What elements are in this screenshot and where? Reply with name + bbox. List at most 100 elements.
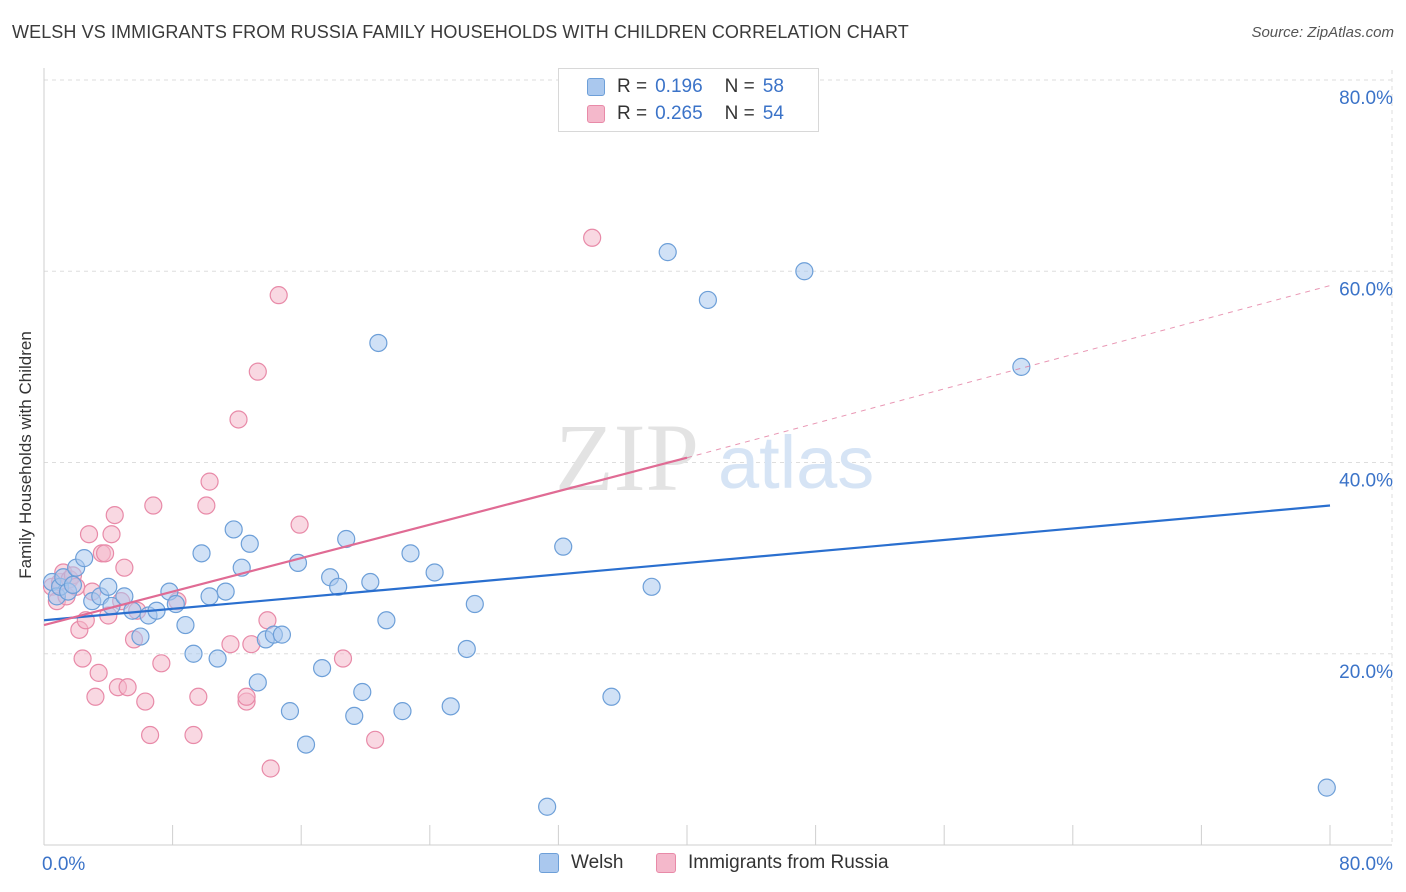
russia-point xyxy=(115,558,134,577)
legend-r-label: R = xyxy=(617,103,648,124)
russia-point xyxy=(333,649,353,668)
russia-point xyxy=(144,496,163,515)
watermark-atlas: atlas xyxy=(718,421,874,504)
welsh-point xyxy=(75,549,94,568)
russia-point xyxy=(248,362,267,381)
russia-point xyxy=(197,496,216,515)
legend-r-label: R = xyxy=(617,76,648,97)
welsh-point xyxy=(329,577,348,596)
russia-point xyxy=(184,725,203,745)
russia-point xyxy=(229,410,248,429)
welsh-point xyxy=(538,797,557,816)
russia-point xyxy=(140,725,160,745)
welsh-trend-line xyxy=(43,504,1331,622)
russia-point xyxy=(89,663,108,682)
x-tick-label-max: 80.0% xyxy=(1339,854,1393,875)
russia-point xyxy=(189,687,208,706)
welsh-point xyxy=(200,587,219,606)
welsh-point xyxy=(1012,357,1031,376)
welsh-point xyxy=(208,649,227,668)
x-tick-label-min: 0.0% xyxy=(42,854,85,875)
welsh-point xyxy=(353,682,372,702)
russia-point xyxy=(118,678,137,697)
welsh-point xyxy=(642,577,661,596)
welsh-point xyxy=(176,615,195,635)
welsh-point xyxy=(377,611,396,630)
trend-lines xyxy=(43,285,1331,627)
russia-point xyxy=(152,654,171,673)
bottom-legend-label-russia: Immigrants from Russia xyxy=(688,852,889,873)
welsh-point xyxy=(602,687,621,706)
legend-r-value-russia: 0.265 xyxy=(655,103,703,124)
russia-point xyxy=(105,505,124,525)
welsh-point xyxy=(554,537,573,556)
welsh-point xyxy=(1317,778,1336,797)
grid-lines xyxy=(44,70,1393,845)
y-tick-label: 80.0% xyxy=(1339,88,1393,109)
bottom-legend-russia: Immigrants from Russia xyxy=(656,852,889,874)
welsh-point xyxy=(63,575,83,595)
welsh-point xyxy=(224,520,243,539)
legend-row-russia: R = 0.265 N = 54 xyxy=(587,102,784,126)
legend-n-label: N = xyxy=(724,103,755,124)
welsh-point xyxy=(658,243,677,262)
russia-point xyxy=(237,687,256,706)
welsh-point xyxy=(457,639,476,659)
russia-point xyxy=(86,687,105,706)
russia-trend-extension xyxy=(686,285,1331,459)
watermark-zip: ZIP xyxy=(555,404,699,511)
welsh-point xyxy=(441,697,460,716)
welsh-point xyxy=(272,625,292,644)
welsh-point xyxy=(296,735,316,754)
welsh-point xyxy=(345,706,364,726)
welsh-point xyxy=(393,702,412,721)
bottom-legend-welsh: Welsh xyxy=(539,852,623,874)
welsh-point xyxy=(465,594,484,614)
legend: R = 0.196 N = 58 R = 0.265 N = 54 xyxy=(558,68,819,132)
welsh-point xyxy=(280,702,300,721)
welsh-point xyxy=(240,534,259,553)
russia-point xyxy=(79,525,99,544)
y-tick-label: 60.0% xyxy=(1339,279,1393,300)
bottom-legend-label-welsh: Welsh xyxy=(571,852,624,873)
bottom-legend: Welsh Immigrants from Russia xyxy=(0,852,1406,878)
russia-point xyxy=(366,730,385,749)
russia-point xyxy=(261,759,280,778)
source-credit: Source: ZipAtlas.com xyxy=(1251,24,1394,41)
welsh-point xyxy=(369,333,388,353)
legend-swatch-welsh xyxy=(587,78,605,96)
russia-point xyxy=(221,635,240,654)
tick-labels: 20.0% 40.0% 60.0% 80.0% 0.0% 80.0% xyxy=(42,88,1393,875)
russia-point xyxy=(102,525,121,544)
legend-n-label: N = xyxy=(724,76,755,97)
russia-point xyxy=(95,544,115,563)
welsh-point xyxy=(216,582,235,601)
y-axis-label: Family Households with Children xyxy=(16,331,35,579)
welsh-point xyxy=(192,544,211,563)
welsh-point xyxy=(131,627,150,646)
russia-trend-line xyxy=(43,456,688,627)
welsh-point xyxy=(361,572,380,592)
welsh-points xyxy=(42,243,1336,816)
legend-n-value-russia: 54 xyxy=(762,103,784,124)
russia-point xyxy=(583,228,602,247)
welsh-point xyxy=(425,563,444,582)
russia-point xyxy=(269,286,288,305)
russia-point xyxy=(136,692,155,711)
welsh-point xyxy=(698,290,717,310)
axes xyxy=(43,68,1392,846)
russia-point xyxy=(200,472,219,491)
chart-title: WELSH VS IMMIGRANTS FROM RUSSIA FAMILY H… xyxy=(12,22,909,42)
welsh-point xyxy=(123,601,142,620)
bottom-legend-swatch-welsh xyxy=(539,853,559,873)
russia-points xyxy=(42,228,602,778)
welsh-point xyxy=(795,262,814,281)
y-tick-label: 20.0% xyxy=(1339,662,1393,683)
legend-n-value-welsh: 58 xyxy=(762,76,784,97)
legend-swatch-russia xyxy=(587,105,605,123)
y-tick-label: 40.0% xyxy=(1339,471,1393,492)
russia-point xyxy=(73,649,92,668)
legend-r-value-welsh: 0.196 xyxy=(655,76,703,97)
welsh-point xyxy=(248,673,267,692)
